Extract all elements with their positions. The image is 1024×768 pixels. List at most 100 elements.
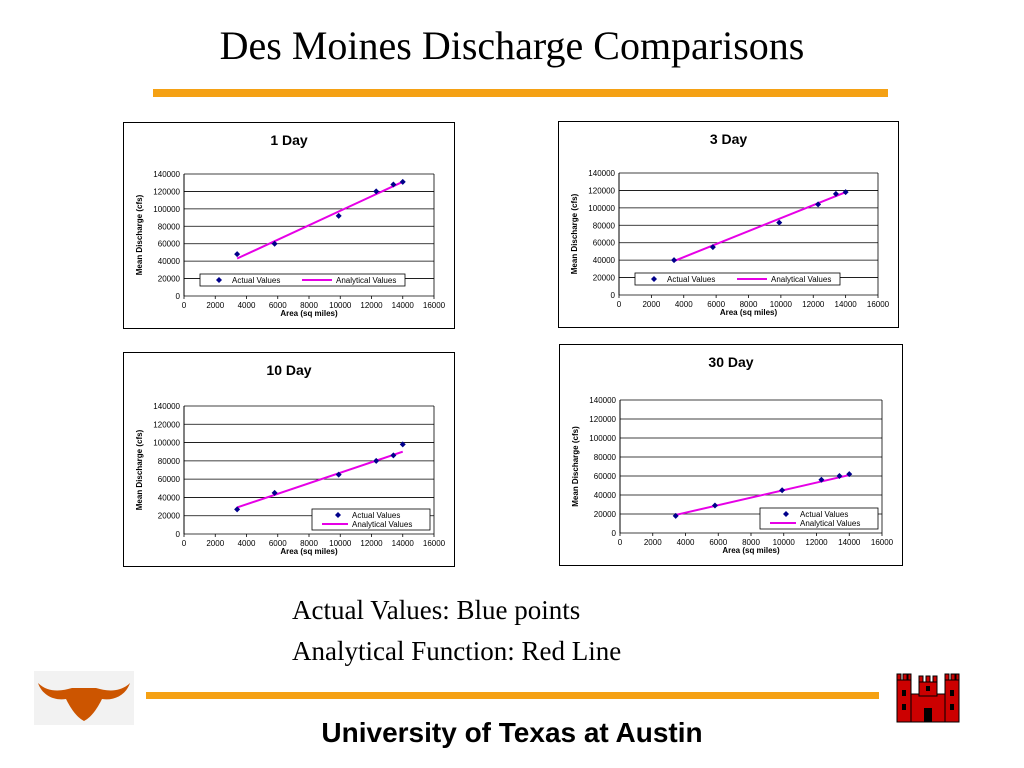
actual-point: [399, 441, 406, 448]
chart-title: 3 Day: [710, 131, 748, 147]
y-tick-label: 20000: [594, 510, 617, 519]
chart-30-day: 30 Day 0 20000 40000 60000 80000 100000 120000 1…: [559, 344, 903, 566]
y-tick-label: 60000: [594, 472, 617, 481]
legend-label: Actual Values: [352, 511, 400, 520]
actual-point: [373, 457, 380, 464]
legend-label: Analytical Values: [800, 519, 860, 528]
y-tick-label: 60000: [593, 239, 616, 248]
actual-point: [399, 178, 406, 185]
chart-legend: Actual Values Analytical Values: [199, 273, 406, 287]
x-tick-label: 6000: [707, 300, 725, 309]
chart-svg: 10 Day0200004000060000800001000001200001…: [135, 362, 446, 556]
x-tick-label: 4000: [238, 301, 256, 310]
y-axis-label: Mean Discharge (cfs): [135, 429, 144, 510]
y-tick-label: 80000: [593, 221, 616, 230]
notes: Actual Values: Blue points Analytical Fu…: [292, 590, 621, 672]
x-tick-label: 8000: [300, 539, 318, 548]
legend-label: Analytical Values: [352, 520, 412, 529]
actual-point: [390, 452, 397, 459]
y-axis-label: Mean Discharge (cfs): [571, 426, 580, 507]
actual-point: [234, 251, 241, 258]
actual-point: [709, 244, 716, 251]
x-tick-label: 14000: [392, 301, 415, 310]
y-tick-label: 20000: [593, 274, 616, 283]
chart-3-day: 3 Day 0 20000 40000 60000 80000 100000 120000 14…: [558, 121, 899, 328]
actual-point: [779, 487, 786, 494]
actual-point: [815, 201, 822, 208]
y-tick-label: 120000: [153, 420, 180, 429]
actual-point: [672, 512, 679, 519]
actual-point: [335, 471, 342, 478]
x-tick-label: 16000: [423, 301, 446, 310]
y-tick-label: 80000: [158, 222, 181, 231]
x-axis-label: Area (sq miles): [720, 308, 778, 317]
chart-svg: 30 Day0200004000060000800001000001200001…: [571, 354, 894, 555]
x-tick-label: 16000: [871, 538, 894, 547]
y-tick-label: 0: [611, 291, 616, 300]
legend-point-symbol: [335, 512, 341, 518]
legend-label: Analytical Values: [336, 276, 396, 285]
x-tick-label: 2000: [206, 301, 224, 310]
analytical-line: [236, 180, 404, 260]
note-actual-values: Actual Values: Blue points: [292, 595, 581, 625]
actual-point: [776, 219, 783, 226]
chart-10-day: 10 Day 0 20000 40000 60000 80000 100000 120000 1…: [123, 352, 455, 567]
actual-point: [271, 489, 278, 496]
y-tick-label: 100000: [153, 439, 180, 448]
analytical-line: [673, 191, 846, 262]
note-analytical-function: Analytical Function: Red Line: [292, 636, 622, 666]
x-axis-label: Area (sq miles): [280, 309, 338, 318]
x-axis-label: Area (sq miles): [280, 547, 338, 556]
y-tick-label: 80000: [158, 457, 181, 466]
actual-point: [842, 189, 849, 196]
x-tick-label: 6000: [269, 539, 287, 548]
actual-point: [818, 476, 825, 483]
actual-point: [846, 471, 853, 478]
actual-point: [671, 257, 678, 264]
x-tick-label: 0: [618, 538, 623, 547]
y-tick-label: 140000: [588, 169, 615, 178]
legend-point-symbol: [651, 276, 657, 282]
x-tick-label: 14000: [392, 539, 415, 548]
y-tick-label: 120000: [153, 187, 180, 196]
y-tick-label: 40000: [158, 493, 181, 502]
actual-point: [836, 473, 843, 479]
y-tick-label: 100000: [589, 434, 616, 443]
actual-point: [271, 240, 278, 247]
actual-point: [373, 188, 380, 195]
top-divider: [153, 89, 888, 97]
legend-label: Actual Values: [232, 276, 280, 285]
legend-point-symbol: [783, 511, 789, 517]
x-tick-label: 12000: [805, 538, 828, 547]
y-tick-label: 0: [612, 529, 617, 538]
slide-title: Des Moines Discharge Comparisons: [219, 23, 805, 68]
actual-point: [335, 212, 342, 219]
chart-svg: 1 Day02000040000600008000010000012000014…: [135, 132, 446, 318]
legend-label: Actual Values: [667, 275, 715, 284]
legend-point-symbol: [216, 277, 222, 283]
x-tick-label: 2000: [644, 538, 662, 547]
y-tick-label: 0: [176, 530, 181, 539]
x-tick-label: 10000: [773, 538, 796, 547]
y-tick-label: 140000: [153, 402, 180, 411]
y-tick-label: 120000: [589, 415, 616, 424]
x-tick-label: 12000: [360, 539, 383, 548]
chart-1-day: 1 Day 0 20000 40000 60000 80000 100000 120000 14…: [123, 122, 455, 329]
x-tick-label: 10000: [770, 300, 793, 309]
footer-university: University of Texas at Austin: [321, 717, 703, 748]
x-tick-label: 6000: [269, 301, 287, 310]
x-tick-label: 16000: [423, 539, 446, 548]
y-tick-label: 120000: [588, 186, 615, 195]
chart-title: 30 Day: [708, 354, 753, 370]
y-tick-label: 80000: [594, 453, 617, 462]
y-axis-label: Mean Discharge (cfs): [570, 193, 579, 274]
legend-label: Actual Values: [800, 510, 848, 519]
x-tick-label: 2000: [206, 539, 224, 548]
bottom-divider: [146, 692, 879, 699]
legend-label: Analytical Values: [771, 275, 831, 284]
x-tick-label: 0: [182, 301, 187, 310]
x-tick-label: 4000: [675, 300, 693, 309]
x-tick-label: 6000: [709, 538, 727, 547]
